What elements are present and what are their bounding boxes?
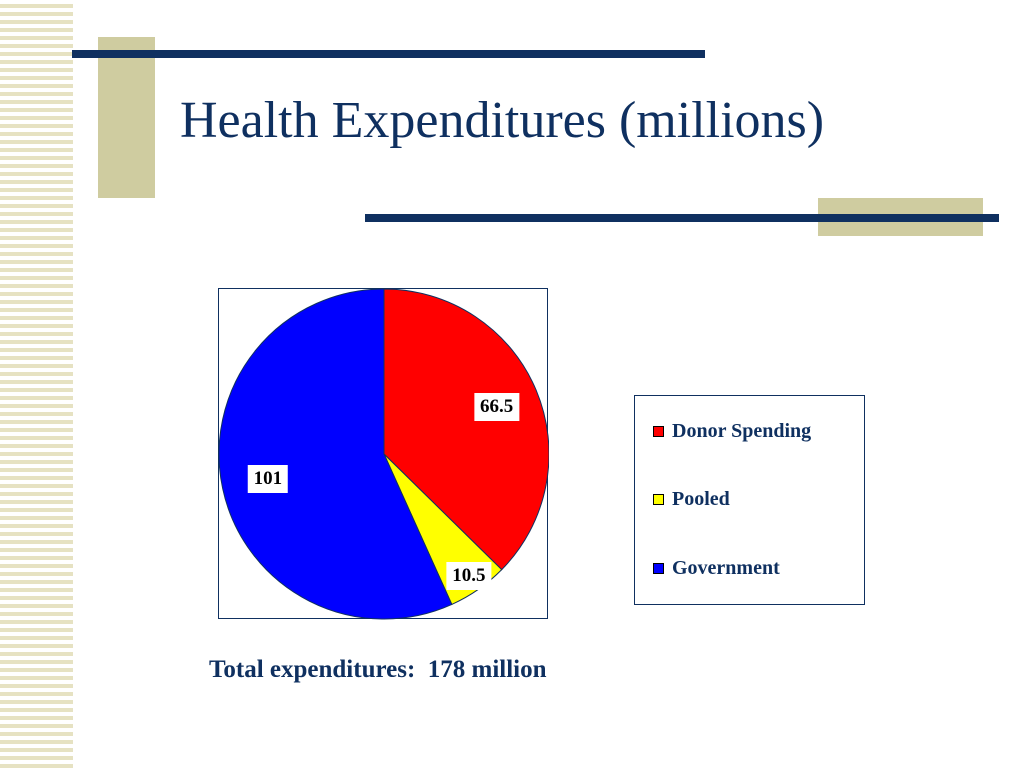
legend-swatch: [653, 426, 664, 437]
decorative-top-rule: [72, 50, 705, 58]
legend-label: Pooled: [672, 488, 730, 510]
total-expenditures-text: Total expenditures: 178 million: [209, 656, 547, 683]
decorative-stripe-band: [0, 0, 73, 768]
legend-swatch: [653, 494, 664, 505]
decorative-tan-block: [98, 37, 155, 198]
pie-slice-government: [219, 289, 453, 620]
chart-legend: Donor Spending Pooled Government: [634, 395, 865, 605]
legend-swatch: [653, 563, 664, 574]
slide-title: Health Expenditures (millions): [180, 92, 825, 149]
data-label-pooled: 10.5: [446, 561, 492, 590]
pie-chart-area: 66.5 10.5 101: [218, 288, 549, 620]
decorative-bottom-rule: [365, 214, 999, 222]
legend-item-donor-spending: Donor Spending: [653, 420, 811, 443]
legend-label: Government: [672, 557, 780, 579]
data-label-donor-spending: 66.5: [473, 392, 520, 421]
legend-item-government: Government: [653, 557, 780, 580]
legend-item-pooled: Pooled: [653, 488, 730, 511]
legend-label: Donor Spending: [672, 420, 812, 442]
pie-slice-donor-spending: [383, 289, 549, 571]
pie-chart: [219, 289, 549, 620]
data-label-government: 101: [247, 464, 289, 493]
